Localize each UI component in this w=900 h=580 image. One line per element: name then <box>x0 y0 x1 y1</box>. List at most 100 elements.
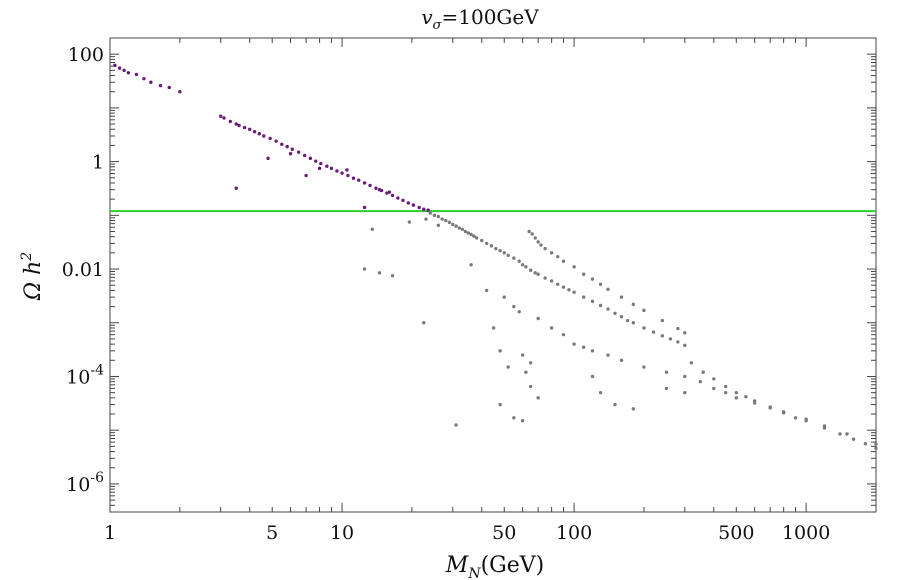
point-underabundant <box>631 321 636 325</box>
point-overabundant <box>304 173 308 178</box>
point-underabundant <box>845 432 849 436</box>
point-overabundant <box>134 72 139 77</box>
point-underabundant <box>598 303 603 308</box>
point-underabundant <box>768 405 772 409</box>
point-underabundant <box>377 271 382 275</box>
point-underabundant <box>664 386 669 391</box>
point-underabundant <box>528 384 533 389</box>
point-underabundant <box>723 384 728 389</box>
point-overabundant <box>257 132 262 136</box>
point-overabundant <box>406 201 411 205</box>
point-underabundant <box>502 251 506 255</box>
point-underabundant <box>642 365 646 369</box>
point-overabundant <box>237 123 241 128</box>
point-underabundant <box>698 379 703 384</box>
point-overabundant <box>248 127 252 131</box>
point-underabundant <box>631 407 636 411</box>
y-tick-label: 0.01 <box>62 259 104 281</box>
point-underabundant <box>683 331 687 335</box>
point-underabundant <box>683 343 687 348</box>
point-underabundant <box>590 374 595 379</box>
point-overabundant <box>362 181 367 185</box>
x-tick-label: 10 <box>330 522 354 544</box>
point-underabundant <box>428 211 432 215</box>
point-overabundant <box>242 125 247 130</box>
point-underabundant <box>590 277 595 281</box>
y-tick-label: 10-6 <box>66 470 104 496</box>
point-overabundant <box>149 80 153 84</box>
point-underabundant <box>619 314 624 319</box>
point-underabundant <box>520 353 525 357</box>
point-underabundant <box>457 226 461 230</box>
point-overabundant <box>266 156 270 161</box>
y-tick-label: 1 <box>92 152 104 174</box>
point-underabundant <box>390 274 395 278</box>
point-underabundant <box>424 217 428 221</box>
point-underabundant <box>498 349 502 353</box>
point-underabundant <box>734 396 738 400</box>
axis-ticks <box>109 37 877 513</box>
point-underabundant <box>549 279 554 283</box>
point-overabundant <box>122 68 126 73</box>
point-underabundant <box>524 265 528 269</box>
point-overabundant <box>351 176 356 180</box>
point-underabundant <box>484 241 489 246</box>
point-underabundant <box>734 390 738 395</box>
point-overabundant <box>234 186 238 190</box>
point-underabundant <box>851 437 856 441</box>
x-tick-label: 1000 <box>782 522 830 544</box>
point-underabundant <box>480 238 484 243</box>
point-underabundant <box>606 287 610 291</box>
point-underabundant <box>619 295 624 299</box>
point-underabundant <box>668 337 673 341</box>
point-underabundant <box>582 272 586 276</box>
point-overabundant <box>274 139 278 143</box>
point-underabundant <box>454 224 458 228</box>
point-overabundant <box>411 203 416 207</box>
point-underabundant <box>582 295 586 299</box>
point-overabundant <box>319 161 323 166</box>
chart-title: vσ=100GeV <box>421 5 539 33</box>
point-overabundant <box>368 183 372 188</box>
point-underabundant <box>676 340 680 344</box>
point-underabundant <box>520 419 525 423</box>
point-overabundant <box>357 178 361 182</box>
point-underabundant <box>543 246 547 251</box>
point-underabundant <box>370 227 374 231</box>
point-overabundant <box>377 187 382 192</box>
point-overabundant <box>113 63 117 68</box>
point-underabundant <box>517 310 521 314</box>
point-underabundant <box>683 390 687 395</box>
point-overabundant <box>288 152 293 156</box>
point-underabundant <box>502 295 506 299</box>
point-underabundant <box>436 223 441 228</box>
point-underabundant <box>536 272 540 276</box>
y-tick-label: 100 <box>68 44 104 66</box>
point-underabundant <box>676 326 680 331</box>
point-underabundant <box>436 214 441 219</box>
point-underabundant <box>598 282 603 286</box>
point-underabundant <box>556 282 560 286</box>
point-underabundant <box>533 236 537 240</box>
point-overabundant <box>426 208 430 212</box>
point-underabundant <box>556 254 560 259</box>
point-underabundant <box>822 424 827 428</box>
point-underabundant <box>489 244 494 248</box>
point-underabundant <box>444 218 448 223</box>
point-underabundant <box>463 229 468 234</box>
point-underabundant <box>838 432 842 436</box>
point-underabundant <box>625 318 630 323</box>
point-overabundant <box>285 144 289 149</box>
point-overabundant <box>396 196 400 200</box>
plot-frame <box>109 37 877 513</box>
point-underabundant <box>613 311 617 315</box>
point-overabundant <box>262 134 266 138</box>
point-overabundant <box>314 159 318 163</box>
point-underabundant <box>619 358 624 363</box>
x-tick-label: 5 <box>266 522 278 544</box>
point-underabundant <box>533 271 537 275</box>
x-tick-label: 50 <box>492 522 516 544</box>
point-underabundant <box>683 374 687 379</box>
x-axis-title: MN(GeV) <box>445 553 544 580</box>
